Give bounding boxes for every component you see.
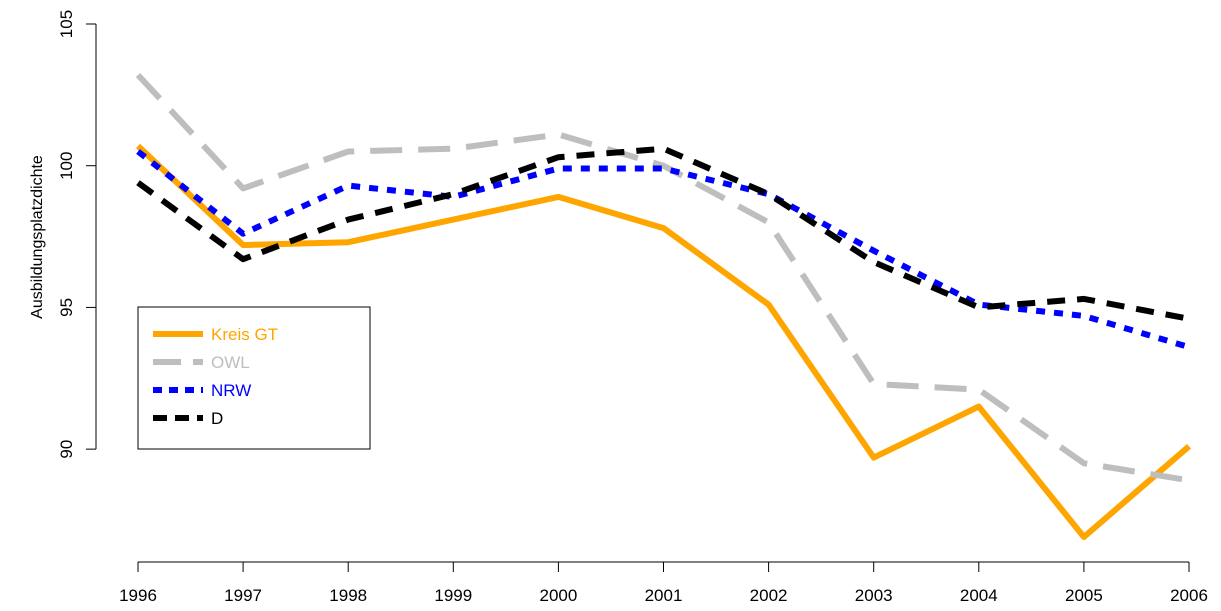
x-tick-label: 1999 [434, 586, 472, 605]
legend-box [137, 306, 371, 450]
legend-label: NRW [211, 381, 251, 400]
x-tick-label: 2002 [750, 586, 788, 605]
y-tick-label: 105 [57, 10, 76, 38]
y-axis: 90 95 100 105 [57, 10, 97, 459]
x-tick-label: 1996 [119, 586, 157, 605]
x-tick-label: 1998 [329, 586, 367, 605]
x-tick-label: 2000 [539, 586, 577, 605]
legend-label: Kreis GT [211, 325, 278, 344]
y-tick-label: 100 [57, 152, 76, 180]
x-tick-label: 2001 [645, 586, 683, 605]
x-tick-label: 1997 [224, 586, 262, 605]
y-axis-title: Ausbildungsplatzdichte [29, 155, 46, 319]
legend-label: D [211, 409, 223, 428]
y-tick-label: 95 [57, 298, 76, 317]
legend-label: OWL [211, 353, 250, 372]
x-tick-label: 2006 [1170, 586, 1208, 605]
legend: Kreis GT OWL NRW D [137, 306, 371, 450]
series-line-d [136, 145, 1190, 322]
series-line-owl [135, 72, 1190, 484]
x-axis: 1996 1997 1998 1999 2000 2001 2002 2003 2004 2005… [119, 561, 1208, 605]
series-layer [135, 72, 1191, 540]
y-tick-label: 90 [57, 440, 76, 459]
x-tick-label: 2003 [855, 586, 893, 605]
x-tick-label: 2004 [960, 586, 998, 605]
series-line-kreis-gt [135, 143, 1191, 540]
x-tick-label: 2005 [1065, 586, 1103, 605]
